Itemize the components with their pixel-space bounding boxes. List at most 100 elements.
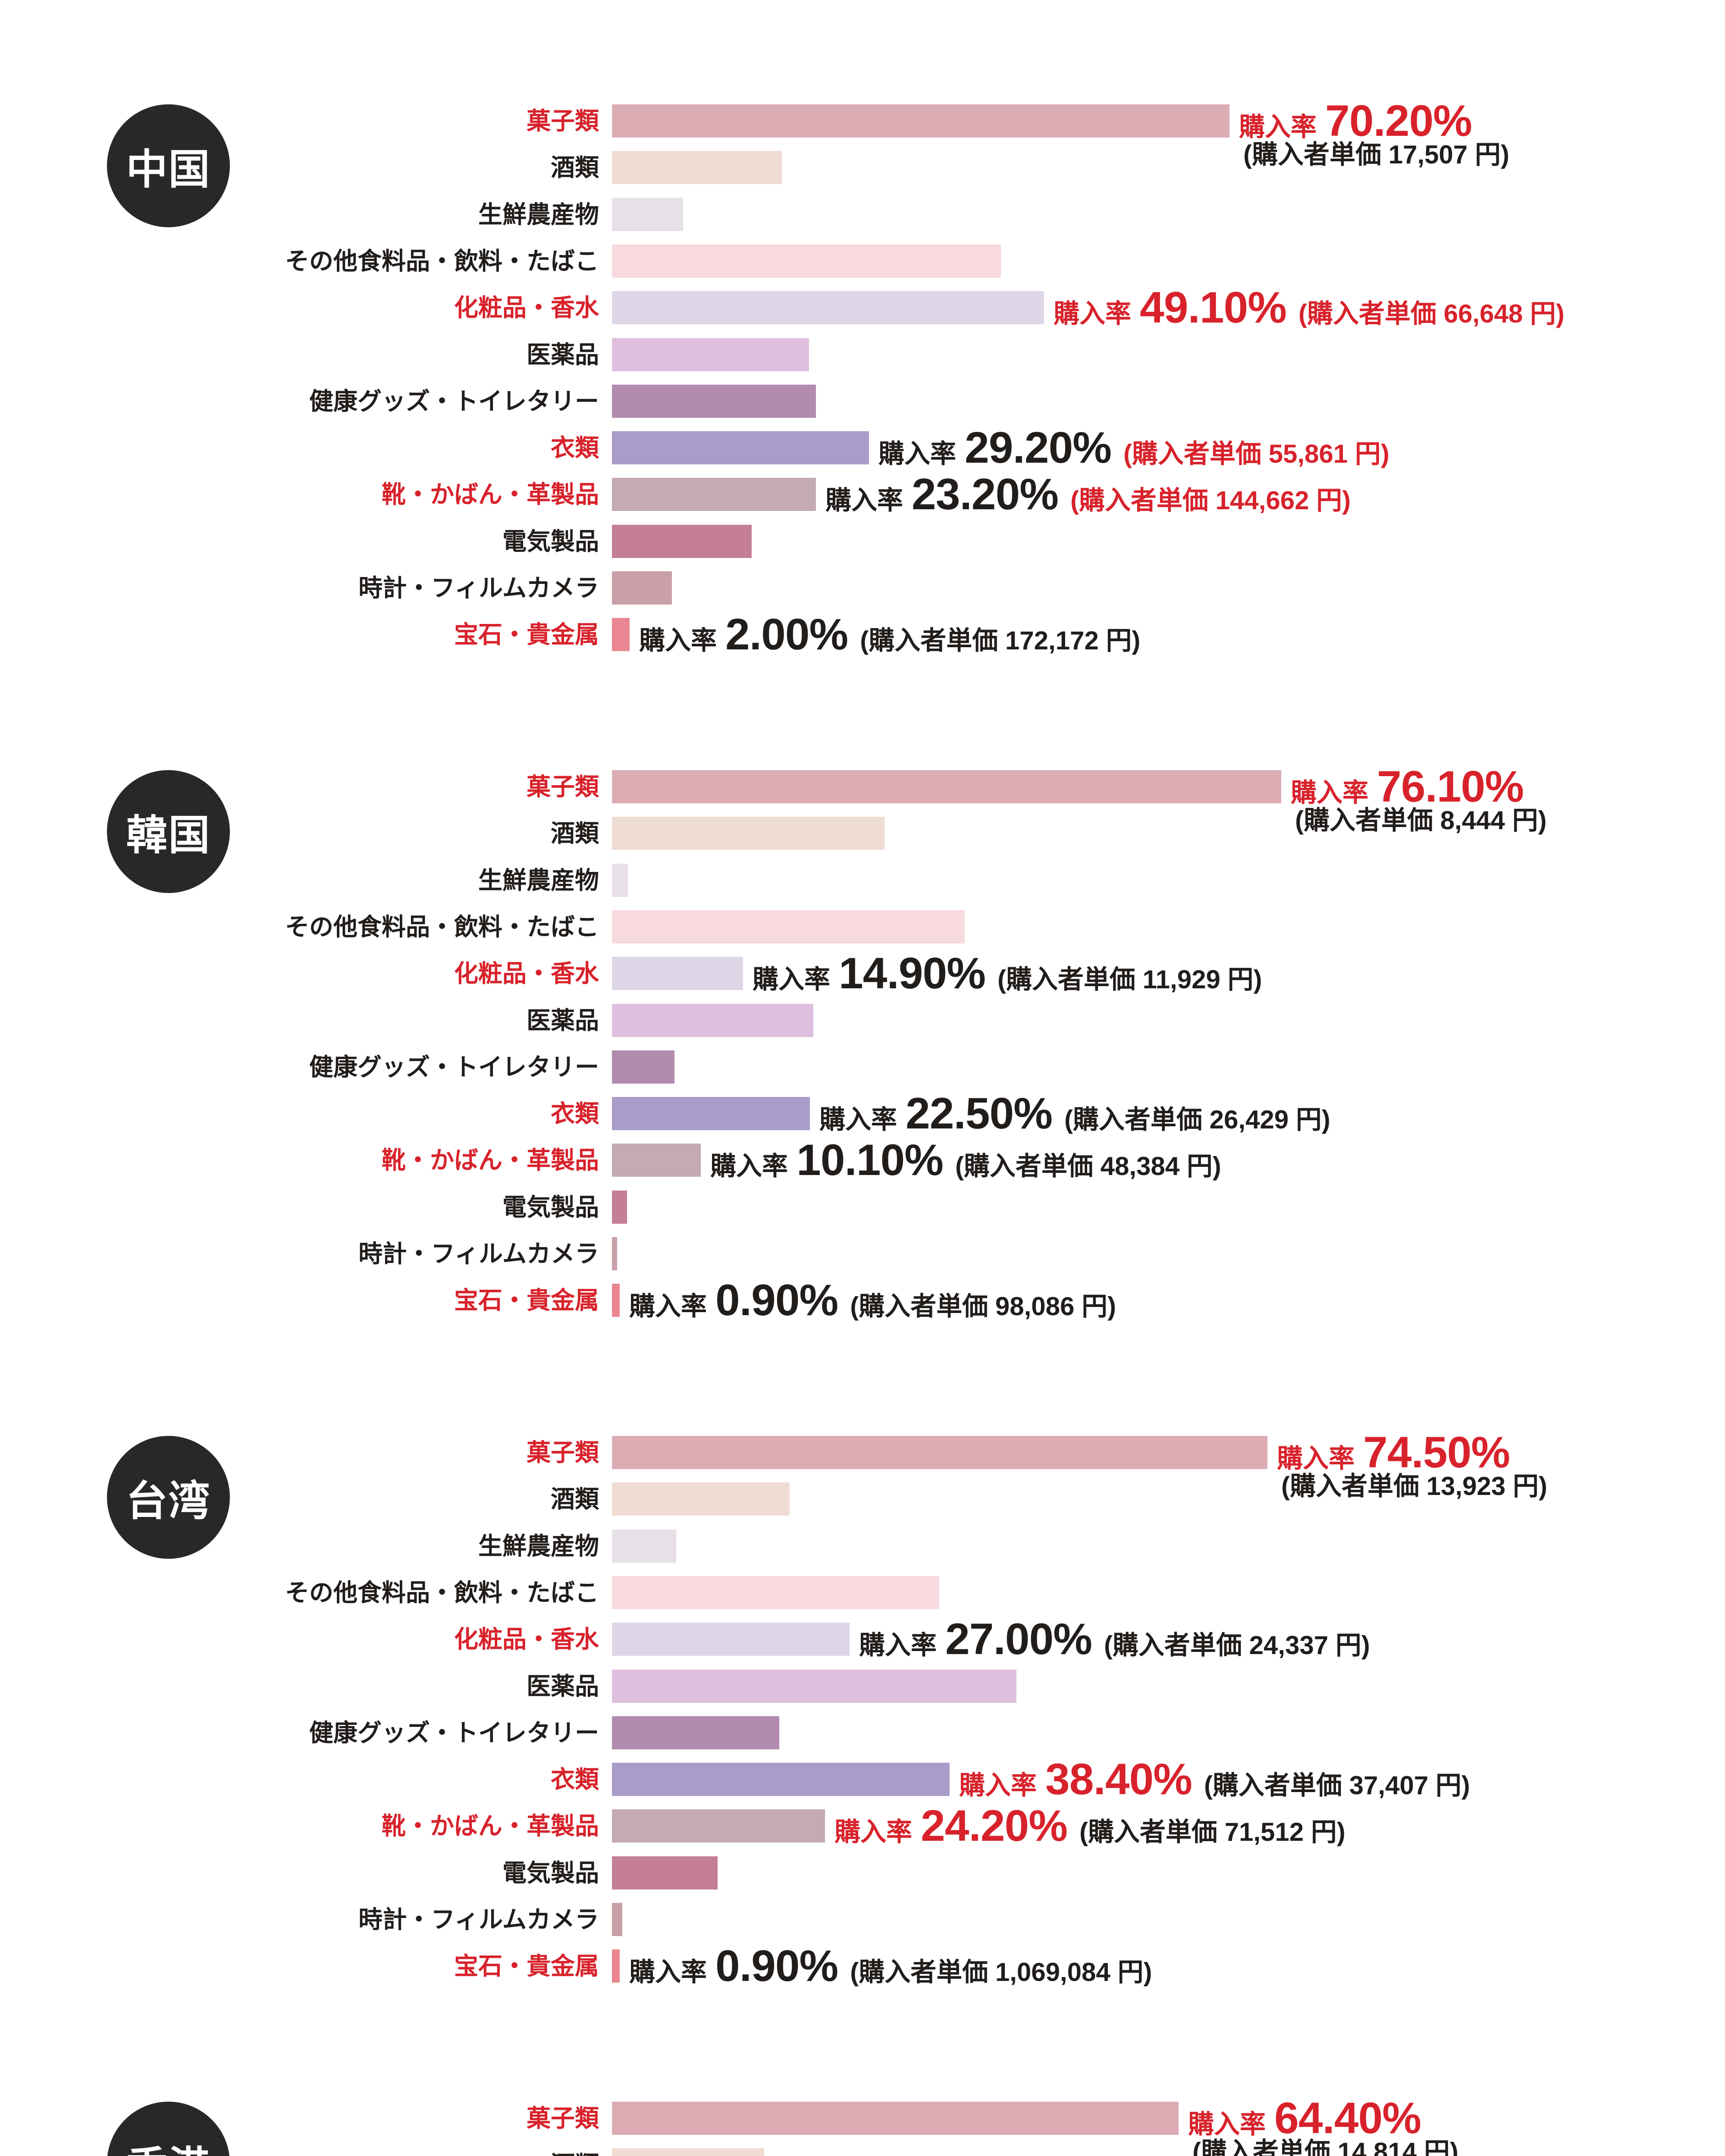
purchase-rate-annotation: 購入率 2.00% (購入者単価 172,172 円) [639,612,1140,656]
category-label: 化粧品・香水 [454,1626,599,1653]
rate-percent-value: 76.10% [1377,762,1524,811]
rate-percent-value: 0.90% [715,1275,838,1325]
rate-percent-value: 22.50% [906,1089,1053,1138]
bar-1 [612,151,782,184]
rate-prefix-label: 購入率 [859,1631,937,1660]
rate-prefix-label: 購入率 [710,1152,788,1181]
bar-1 [612,817,884,850]
region-badge: 香港 [107,2102,230,2156]
unit-price-annotation: (購入者単価 66,648 円) [1298,299,1565,328]
purchase-rate-annotation: 購入率 23.20% (購入者単価 144,662 円) [825,472,1351,516]
rate-percent-value: 64.40% [1274,2093,1421,2143]
rate-percent-value: 38.40% [1045,1755,1192,1804]
rate-prefix-label: 購入率 [629,1958,707,1987]
category-label: 時計・フィルムカメラ [358,1240,599,1267]
category-label: 健康グッズ・トイレタリー [309,388,599,415]
category-label: 菓子類 [527,2105,599,2132]
category-label: 電気製品 [502,1859,599,1887]
category-label: 宝石・貴金属 [454,1287,599,1314]
bar-6 [612,1050,674,1084]
region-badge: 台湾 [107,1436,230,1559]
bar-2 [612,198,683,231]
rate-percent-value: 0.90% [715,1941,838,1990]
category-label: 医薬品 [527,341,599,368]
rate-prefix-label: 購入率 [1188,2110,1266,2139]
rate-percent-value: 29.20% [965,423,1112,472]
rate-prefix-label: 購入率 [834,1818,912,1846]
category-label: 菓子類 [527,107,599,135]
unit-price-annotation: (購入者単価 26,429 円) [1064,1105,1330,1134]
category-label: 電気製品 [502,1194,599,1221]
unit-price-annotation: (購入者単価 37,407 円) [1204,1771,1470,1800]
rate-prefix-label: 購入率 [639,626,717,655]
category-label: その他食料品・飲料・たばこ [285,248,599,275]
purchase-rate-annotation: 購入率 22.50% (購入者単価 26,429 円) [819,1091,1330,1135]
region-badge: 中国 [107,104,230,227]
category-label: 酒類 [551,820,599,847]
rate-percent-value: 14.90% [839,949,986,998]
unit-price-annotation: (購入者単価 48,384 円) [955,1152,1221,1181]
bar-11 [612,1284,620,1317]
rate-prefix-label: 購入率 [1277,1444,1355,1473]
category-label: 時計・フィルムカメラ [358,574,599,602]
bar-0 [612,1436,1267,1469]
category-label: 電気製品 [502,528,599,555]
bar-9 [612,1191,627,1224]
purchase-rate-annotation: 購入率 64.40% [1188,2096,1421,2140]
bar-11 [612,1949,620,1983]
purchase-rate-annotation: 購入率 38.40% (購入者単価 37,407 円) [959,1757,1470,1801]
category-label: その他食料品・飲料・たばこ [285,1579,599,1606]
bar-5 [612,1004,813,1037]
category-label: 宝石・貴金属 [454,1952,599,1980]
purchase-rate-annotation: 購入率 29.20% (購入者単価 55,861 円) [878,426,1389,470]
rate-percent-value: 49.10% [1140,283,1287,332]
unit-price-annotation: (購入者単価 13,923 円) [1281,1472,1547,1501]
bar-2 [612,1529,676,1563]
purchase-rate-annotation: 購入率 74.50% [1277,1430,1510,1474]
bar-4 [612,1623,850,1656]
category-label: 化粧品・香水 [454,960,599,987]
unit-price-annotation: (購入者単価 1,069,084 円) [850,1958,1152,1987]
purchase-rate-annotation: 購入率 49.10% (購入者単価 66,648 円) [1054,285,1565,329]
bar-8 [612,478,816,511]
bar-7 [612,1097,810,1130]
rate-percent-value: 74.50% [1363,1428,1510,1477]
category-label: 菓子類 [527,1439,599,1466]
bar-6 [612,385,816,418]
bar-8 [612,1144,701,1177]
category-label: 菓子類 [527,773,599,800]
unit-price-annotation: (購入者単価 24,337 円) [1104,1631,1370,1660]
bar-11 [612,618,630,651]
unit-price-annotation: (購入者単価 8,444 円) [1295,806,1547,835]
category-label: 酒類 [551,1485,599,1513]
region-section-hongkong: 香港菓子類(購入者単価 14,814 円)購入率64.40%酒類生鮮農産物その他… [0,2096,1725,2156]
bar-6 [612,1716,779,1749]
rate-prefix-label: 購入率 [1291,778,1368,807]
unit-price-annotation: (購入者単価 71,512 円) [1079,1818,1346,1846]
bar-0 [612,104,1229,138]
bar-3 [612,1576,939,1609]
bar-1 [612,1482,790,1516]
rate-percent-value: 2.00% [725,610,848,659]
category-label: 衣類 [551,1766,599,1793]
bar-5 [612,338,809,371]
bar-4 [612,957,743,990]
category-label: 酒類 [551,2148,599,2156]
rate-prefix-label: 購入率 [825,486,903,515]
unit-price-annotation: (購入者単価 172,172 円) [860,626,1141,655]
rate-percent-value: 23.20% [912,470,1059,519]
bar-9 [612,525,752,558]
rate-prefix-label: 購入率 [1054,299,1131,328]
category-label: 時計・フィルムカメラ [358,1906,599,1933]
bar-9 [612,1856,718,1890]
region-section-korea: 韓国 菓子類 (購入者単価 8,444 円) 購入率 76.10% 酒類 生鮮農産物 その他食… [0,765,1725,1404]
bar-2 [612,864,628,897]
purchase-rate-annotation: 購入率 10.10% (購入者単価 48,384 円) [710,1138,1221,1182]
rate-prefix-label: 購入率 [878,439,956,468]
category-label: 宝石・貴金属 [454,621,599,648]
rate-percent-value: 24.20% [921,1801,1068,1850]
purchase-rate-annotation: 購入率 76.10% [1291,765,1524,808]
rate-percent-value: 10.10% [797,1135,944,1185]
region-section-taiwan: 台湾 菓子類 (購入者単価 13,923 円) 購入率 74.50% 酒類 生鮮農産物 その他… [0,1430,1725,2070]
rate-prefix-label: 購入率 [629,1292,707,1321]
